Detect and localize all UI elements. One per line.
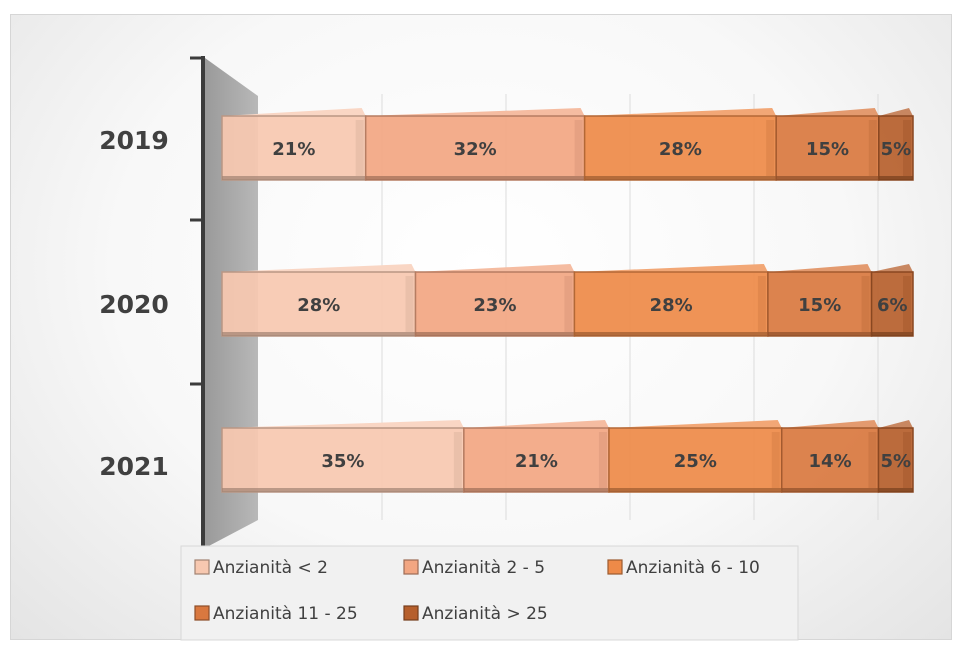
bar-top-face [222,420,464,428]
data-label: 21% [272,139,315,160]
bar-top-face [878,420,913,428]
bar-bevel [598,432,607,488]
legend-label: Anzianità < 2 [213,558,328,578]
legend: Anzianità < 2 Anzianità 2 - 5 Anzianità 6 … [194,558,760,624]
bar-top-face [365,108,585,116]
bar-bottom-edge [574,332,768,336]
bar-bevel [757,276,766,332]
bar-bottom-edge [878,488,913,492]
legend-label: Anzianità 2 - 5 [422,558,545,578]
bar-segment [767,271,873,337]
bar-top-face [463,420,609,428]
bar-top-face [222,264,416,272]
category-labels: 2019 2020 2021 [99,126,169,481]
data-label: 28% [297,295,340,316]
bar-bevel [903,120,911,176]
legend-swatch [403,559,419,575]
legend-label: Anzianità > 25 [422,604,548,624]
bar-top-face [574,264,768,272]
data-label: 14% [809,451,852,472]
bar-segment [877,427,914,493]
bar-segment [364,115,586,181]
bar-top-face [222,108,366,116]
data-label: 15% [798,295,841,316]
data-label: 35% [321,451,364,472]
data-label: 5% [880,451,911,472]
bar-bottom-edge [767,332,872,336]
bar-bevel [453,432,462,488]
legend-swatch [403,605,419,621]
category-label: 2021 [99,452,169,481]
bar-bottom-edge [415,332,575,336]
bar-bottom-edge [871,332,913,336]
data-label: 15% [806,139,849,160]
bar-bevel [868,120,877,176]
bar-segment [870,271,914,337]
bar-bevel [766,120,775,176]
bar-bottom-edge [781,488,879,492]
data-label: 28% [659,139,702,160]
bar-segment [780,427,880,493]
legend-swatch [194,559,210,575]
bar-bottom-edge [608,488,782,492]
legend-label: Anzianità 11 - 25 [213,604,358,624]
data-label: 21% [515,451,558,472]
bar-bottom-edge [878,176,913,180]
bar-top-face [584,108,777,116]
data-label: 28% [650,295,693,316]
category-label: 2020 [99,290,169,319]
bar-segment [775,115,880,181]
bar-bottom-edge [222,332,416,336]
data-label: 6% [877,295,908,316]
bar-top-face [415,264,575,272]
bar-bevel [903,432,911,488]
bar-bevel [355,120,364,176]
bar-bevel [564,276,573,332]
bar-bottom-edge [222,488,464,492]
category-label: 2019 [99,126,169,155]
bar-bottom-edge [365,176,585,180]
bar-bottom-edge [222,176,366,180]
bar-bevel [771,432,780,488]
bar-top-face [608,420,782,428]
bar-bottom-edge [463,488,609,492]
legend-box [180,545,799,641]
data-label: 32% [454,139,497,160]
bar-top-face [781,420,879,428]
data-label: 5% [881,139,912,160]
bar-bevel [868,432,877,488]
bar-top-face [776,108,879,116]
bar-bevel [574,120,583,176]
bar-top-face [871,264,913,272]
data-label: 25% [674,451,717,472]
legend-swatch [194,605,210,621]
bar-segment [573,271,769,337]
bar-top-face [767,264,872,272]
legend-swatch [607,559,623,575]
bar-bevel [903,276,911,332]
bars: 21% 32% 28% 15% 5% 28% 23% 28% 15% 6% 35% 21% 25% 14%… [221,108,914,493]
bar-bevel [861,276,870,332]
bar-bottom-edge [584,176,777,180]
bar-bottom-edge [776,176,879,180]
bar-top-face [878,108,913,116]
legend-label: Anzianità 6 - 10 [626,558,760,578]
bar-segment [414,271,576,337]
bar-bevel [405,276,414,332]
data-label: 23% [473,295,516,316]
